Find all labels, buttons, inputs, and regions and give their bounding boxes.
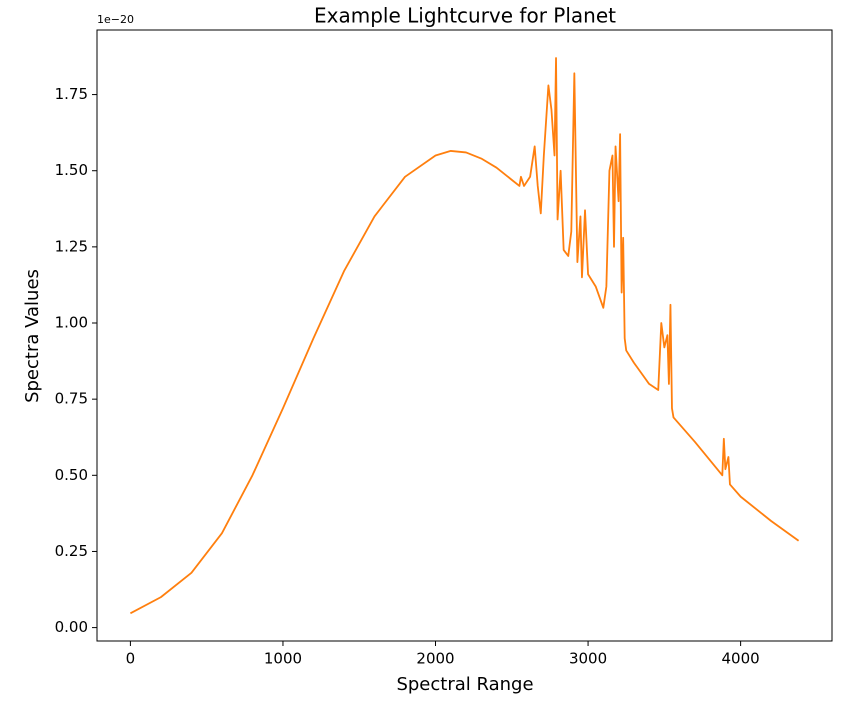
y-tick-label: 1.75	[55, 85, 88, 103]
y-tick-label: 1.50	[55, 161, 88, 179]
plot-frame	[96, 29, 833, 642]
x-axis-label: Spectral Range	[396, 674, 533, 695]
x-tick-label: 0	[126, 650, 136, 668]
x-tick-label: 4000	[722, 650, 760, 668]
x-tick-label: 3000	[569, 650, 607, 668]
chart-title: Example Lightcurve for Planet	[314, 4, 616, 28]
y-tick-label: 0.50	[55, 466, 88, 484]
y-axis-label: Spectra Values	[22, 269, 43, 403]
y-tick-label: 0.25	[55, 542, 88, 560]
offset-label: 1e−20	[97, 13, 134, 26]
y-tick-label: 1.00	[55, 314, 88, 332]
y-tick-label: 0.00	[55, 618, 88, 636]
y-tick-label: 0.75	[55, 390, 88, 408]
x-tick-label: 2000	[416, 650, 454, 668]
y-tick-label: 1.25	[55, 237, 88, 255]
data-line	[129, 57, 800, 615]
x-tick-label: 1000	[264, 650, 302, 668]
